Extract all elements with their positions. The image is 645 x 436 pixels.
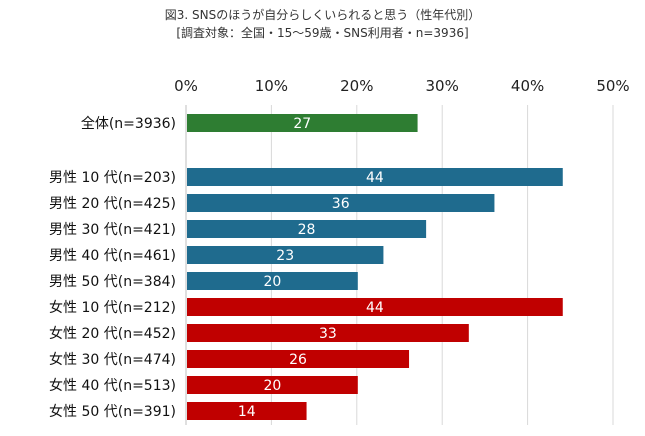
chart-title: 図3. SNSのほうが自分らしくいられると思う（性年代別） <box>164 8 481 22</box>
bar-female <box>187 324 469 342</box>
bar-male <box>187 246 384 264</box>
category-label: 男性 30 代(n=421) <box>49 222 176 238</box>
data-label: 44 <box>366 170 384 186</box>
bar-male <box>187 168 563 186</box>
data-label: 20 <box>263 274 281 290</box>
x-tick-label: 10% <box>255 77 288 95</box>
bar-female <box>187 298 563 316</box>
bar-male <box>187 194 495 212</box>
category-label: 女性 30 代(n=474) <box>49 351 176 368</box>
data-label: 33 <box>319 326 337 342</box>
x-tick-label: 40% <box>511 77 544 95</box>
x-tick-label: 20% <box>340 77 373 95</box>
data-label: 20 <box>263 378 281 394</box>
x-tick-label: 0% <box>174 77 198 95</box>
bar-female <box>187 350 410 368</box>
bar-male <box>187 272 358 290</box>
data-label: 14 <box>238 404 256 420</box>
bar-male <box>187 220 427 238</box>
category-label: 男性 20 代(n=425) <box>49 196 176 212</box>
x-tick-label: 50% <box>596 77 629 95</box>
chart-subtitle: [調査対象：全国・15～59歳・SNS利用者・n=3936] <box>176 26 469 40</box>
data-label: 28 <box>298 222 316 238</box>
category-label: 女性 20 代(n=452) <box>49 325 176 342</box>
x-tick-label: 30% <box>426 77 459 95</box>
bar-total <box>187 114 418 132</box>
category-label: 男性 10 代(n=203) <box>49 170 176 186</box>
category-label: 女性 40 代(n=513) <box>49 377 176 394</box>
data-label: 44 <box>366 300 384 316</box>
category-label: 男性 50 代(n=384) <box>49 274 176 290</box>
bar-female <box>187 402 307 420</box>
category-label: 全体(n=3936) <box>81 115 176 132</box>
category-label: 男性 40 代(n=461) <box>49 248 176 264</box>
data-label: 23 <box>276 248 294 264</box>
category-label: 女性 50 代(n=391) <box>49 403 176 420</box>
data-label: 26 <box>289 352 307 368</box>
category-label: 女性 10 代(n=212) <box>49 299 176 316</box>
data-label: 36 <box>332 196 350 212</box>
data-label: 27 <box>293 116 311 132</box>
bar-female <box>187 376 358 394</box>
